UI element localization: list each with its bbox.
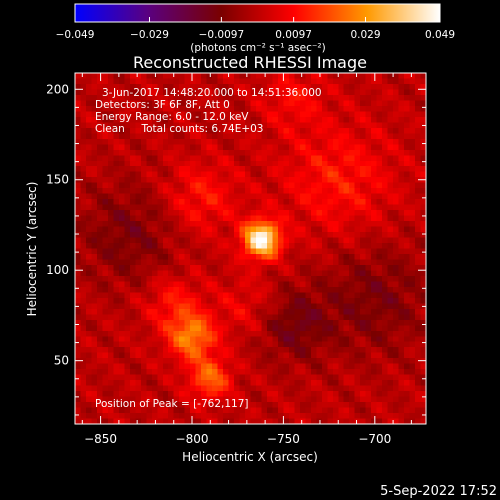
x-tick-label: −750 <box>267 432 300 446</box>
colorbar-tick-label: −0.0097 <box>199 29 245 41</box>
plot-frame <box>74 72 427 425</box>
colorbar-tick-label: −0.049 <box>56 29 95 41</box>
x-tick-label: −850 <box>84 432 117 446</box>
x-tick-label: −800 <box>176 432 209 446</box>
y-axis-label: Heliocentric Y (arcsec) <box>25 182 39 317</box>
colorbar-tick-label: −0.029 <box>130 29 169 41</box>
colorbar-tick-label: 0.029 <box>350 29 380 41</box>
colorbar-ticks: −0.049 −0.029 −0.0097 0.0097 0.029 0.049 <box>56 17 455 41</box>
heatmap-image <box>75 73 426 424</box>
timestamp: 5-Sep-2022 17:52 <box>380 484 497 499</box>
colorbar-unit-label: (photons cm⁻² s⁻¹ asec⁻²) <box>190 42 325 54</box>
axes: −850 −800 −750 −700 50 100 150 200 <box>46 73 426 446</box>
y-tick-label: 100 <box>46 263 69 277</box>
annotation-time-range: 3-Jun-2017 14:48:20.000 to 14:51:36.000 <box>102 87 322 99</box>
y-tick-label: 50 <box>54 354 69 368</box>
annotation-peak-position: Position of Peak = [-762,117] <box>95 398 249 410</box>
colorbar-tick-label: 0.049 <box>425 29 455 41</box>
annotation-clean: Clean Total counts: 6.74E+03 <box>95 123 264 135</box>
y-tick-label: 200 <box>46 82 69 96</box>
annotation-energy: Energy Range: 6.0 - 12.0 keV <box>95 111 249 123</box>
colorbar-tick-label: 0.0097 <box>275 29 312 41</box>
x-tick-label: −700 <box>358 432 391 446</box>
chart-title: Reconstructed RHESSI Image <box>133 53 367 72</box>
colorbar <box>74 3 441 23</box>
y-tick-label: 150 <box>46 173 69 187</box>
x-axis-label: Heliocentric X (arcsec) <box>182 450 318 464</box>
annotation-detectors: Detectors: 3F 6F 8F, Att 0 <box>95 99 230 111</box>
